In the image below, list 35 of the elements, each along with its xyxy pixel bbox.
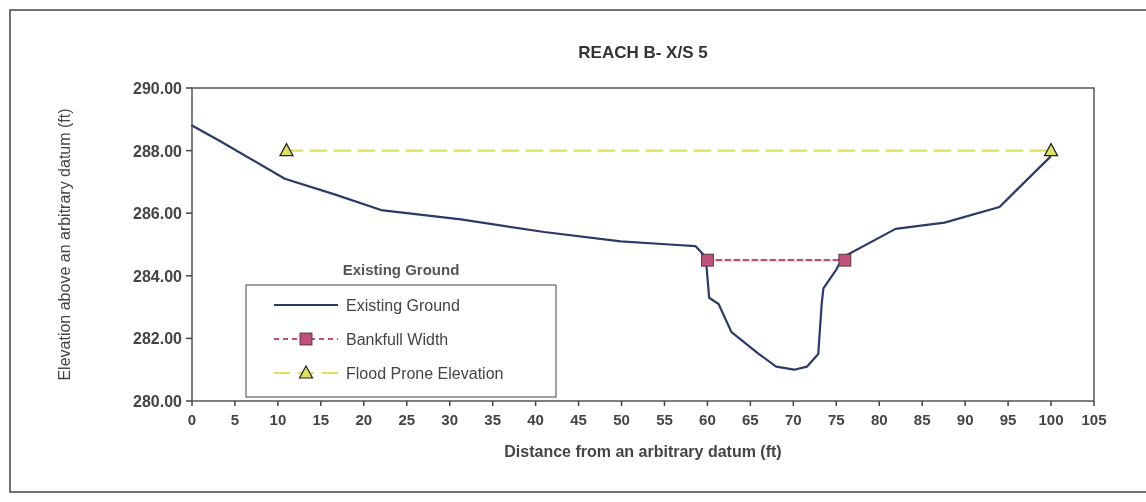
x-tick-label: 50 <box>613 411 630 428</box>
y-tick-label: 282.00 <box>133 330 183 348</box>
x-tick-label: 15 <box>312 411 330 428</box>
chart-title: REACH B- X/S 5 <box>578 43 708 62</box>
x-tick-label: 45 <box>570 411 587 428</box>
y-tick-label: 280.00 <box>133 393 183 410</box>
x-tick-label: 5 <box>230 411 240 428</box>
x-tick-label: 55 <box>656 411 673 428</box>
x-tick-label: 70 <box>784 411 802 428</box>
y-tick-label: 288.00 <box>133 142 183 160</box>
legend-title: Existing Ground <box>342 261 460 278</box>
legend-label: Bankfull Width <box>346 331 449 348</box>
legend-label: Existing Ground <box>346 297 460 314</box>
x-tick-label: 80 <box>870 411 888 428</box>
x-axis-title: Distance from an arbitrary datum (ft) <box>504 443 782 460</box>
x-tick-label: 25 <box>398 411 416 428</box>
x-tick-label: 30 <box>441 411 459 428</box>
x-tick-label: 85 <box>913 411 931 428</box>
x-tick-label: 65 <box>742 411 759 428</box>
x-tick-label: 60 <box>699 411 716 428</box>
x-tick-label: 105 <box>1081 411 1107 428</box>
x-tick-label: 20 <box>355 411 373 428</box>
legend-label: Flood Prone Elevation <box>346 365 504 382</box>
x-tick-label: 75 <box>827 411 845 428</box>
x-tick-label: 10 <box>269 411 287 428</box>
y-tick-label: 284.00 <box>133 267 183 285</box>
y-axis-title: Elevation above an arbitrary datum (ft) <box>56 108 73 381</box>
x-tick-label: 100 <box>1038 411 1064 428</box>
x-tick-label: 35 <box>484 411 502 428</box>
x-tick-label: 90 <box>956 411 974 428</box>
y-tick-label: 286.00 <box>133 205 183 223</box>
x-tick-label: 40 <box>527 411 544 428</box>
x-tick-label: 95 <box>999 411 1017 428</box>
y-tick-label: 290.00 <box>133 80 183 97</box>
x-tick-label: 0 <box>187 411 197 428</box>
